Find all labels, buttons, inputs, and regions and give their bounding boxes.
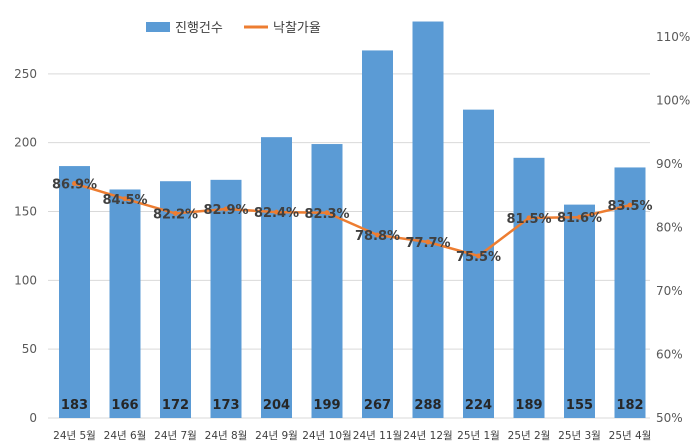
- x-tick-label: 24년 5월: [53, 430, 96, 442]
- right-tick-label: 70%: [656, 284, 683, 298]
- bar-value-label: 199: [313, 398, 340, 413]
- line-point: [274, 209, 279, 215]
- left-tick-label: 50: [22, 342, 37, 356]
- line-value-label: 82.4%: [254, 206, 299, 221]
- legend: 진행건수 낙찰가율: [146, 20, 321, 36]
- bar-value-label: 267: [364, 398, 391, 413]
- right-tick-label: 80%: [656, 220, 683, 234]
- bar: [160, 181, 191, 418]
- right-tick-label: 90%: [656, 157, 683, 171]
- bar-value-label: 155: [566, 398, 593, 413]
- line-value-label: 75.5%: [456, 250, 501, 265]
- legend-label-line: 낙찰가율: [273, 21, 321, 36]
- line-value-label: 78.8%: [355, 229, 400, 244]
- x-tick-label: 25년 3월: [558, 430, 601, 442]
- line-point: [375, 232, 380, 238]
- bar-value-label: 183: [61, 398, 88, 413]
- right-tick-label: 50%: [656, 411, 683, 425]
- line-point: [627, 202, 633, 208]
- rate-line: [74, 182, 631, 258]
- bar-value-label: 288: [414, 398, 441, 413]
- bar: [412, 21, 444, 419]
- line-point: [577, 214, 582, 220]
- bar: [614, 167, 646, 418]
- line-point: [173, 210, 178, 216]
- bar: [210, 179, 242, 418]
- line-point: [425, 239, 431, 245]
- data-labels: 183 166 172 173 204 199 267 288 224 189 155 182 86.9…: [52, 178, 653, 413]
- line-value-label: 83.5%: [607, 199, 652, 214]
- legend-swatch-bar: [146, 22, 170, 32]
- bar-value-label: 166: [111, 398, 138, 413]
- line-point: [72, 181, 77, 187]
- right-tick-label: 60%: [656, 347, 683, 361]
- line-point: [324, 210, 330, 216]
- line-value-label: 86.9%: [52, 178, 97, 193]
- x-tick-label: 24년 11월: [353, 430, 402, 442]
- x-tick-label: 24년 8월: [205, 430, 248, 442]
- x-tick-label: 25년 2월: [508, 430, 551, 442]
- line-value-label: 82.3%: [304, 207, 349, 222]
- left-tick-label: 250: [14, 67, 37, 81]
- left-tick-label: 150: [14, 205, 37, 219]
- left-tick-label: 200: [14, 136, 37, 150]
- x-tick-label: 25년 1월: [457, 430, 500, 442]
- x-tick-label: 24년 10월: [302, 430, 351, 442]
- right-y-axis: 50% 60% 70% 80% 90% 100% 110%: [656, 30, 690, 425]
- x-tick-label: 24년 7월: [154, 430, 197, 442]
- line-point: [476, 253, 481, 259]
- x-axis: 24년 5월 24년 6월 24년 7월 24년 8월 24년 9월 24년 10월 24년…: [53, 430, 651, 442]
- bar-value-label: 182: [616, 398, 643, 413]
- line-value-label: 82.2%: [153, 207, 198, 222]
- bar: [513, 157, 545, 418]
- bar-value-label: 204: [263, 398, 290, 413]
- legend-label-bar: 진행건수: [175, 20, 223, 36]
- bar: [261, 137, 292, 418]
- x-tick-label: 24년 6월: [104, 430, 147, 442]
- bar-value-label: 224: [465, 398, 492, 413]
- line-value-label: 84.5%: [102, 193, 147, 208]
- line-point: [122, 196, 128, 202]
- bar: [109, 189, 141, 418]
- right-tick-label: 110%: [656, 30, 690, 44]
- bar-value-label: 172: [162, 398, 189, 413]
- bar-series: [59, 21, 646, 419]
- bar: [311, 144, 343, 418]
- bar-value-label: 173: [212, 398, 239, 413]
- line-value-label: 82.9%: [203, 203, 248, 218]
- x-tick-label: 24년 9월: [255, 430, 298, 442]
- right-tick-label: 100%: [656, 93, 690, 107]
- left-y-axis: 0 50 100 150 200 250: [14, 67, 37, 425]
- gridlines: [48, 73, 650, 419]
- bar: [564, 204, 595, 418]
- line-point: [526, 215, 532, 221]
- left-tick-label: 100: [14, 273, 37, 287]
- line-point: [223, 206, 229, 212]
- line-series: [72, 181, 633, 259]
- line-value-label: 81.5%: [506, 212, 551, 227]
- x-tick-label: 24년 12월: [403, 430, 452, 442]
- x-tick-label: 25년 4월: [609, 430, 652, 442]
- left-tick-label: 0: [29, 411, 37, 425]
- bar: [463, 109, 494, 419]
- bar: [59, 166, 90, 418]
- bar-value-label: 189: [515, 398, 542, 413]
- line-value-label: 81.6%: [557, 211, 602, 226]
- line-value-label: 77.7%: [405, 236, 450, 251]
